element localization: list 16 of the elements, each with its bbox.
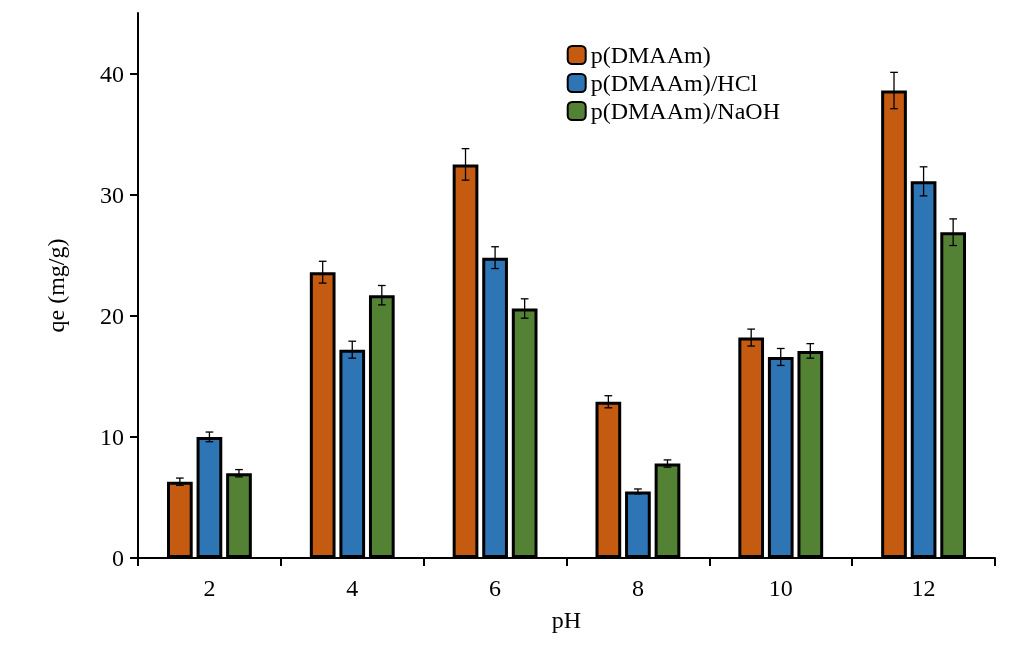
x-axis-title: pH — [551, 607, 582, 633]
legend-label: p(DMAAm)/NaOH — [590, 98, 781, 124]
x-tick-label: 2 — [203, 575, 216, 601]
x-tick-label: 10 — [768, 575, 793, 601]
legend-label: p(DMAAm)/HCl — [590, 70, 758, 96]
x-tick-label: 4 — [346, 575, 359, 601]
y-axis-title: qe (mg/g) — [43, 238, 69, 333]
y-tick-label: 0 — [112, 545, 124, 571]
legend-label: p(DMAAm) — [590, 42, 711, 68]
y-tick-label: 10 — [100, 423, 124, 450]
y-tick-label: 30 — [100, 181, 124, 208]
y-tick-label: 40 — [100, 60, 124, 87]
y-tick-label: 20 — [100, 302, 124, 329]
x-tick-label: 6 — [489, 575, 502, 601]
x-tick-label: 12 — [911, 575, 936, 601]
x-tick-label: 8 — [631, 575, 644, 601]
